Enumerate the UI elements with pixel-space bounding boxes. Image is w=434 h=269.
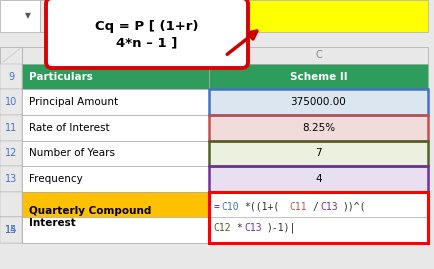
Bar — [0, 217, 22, 242]
Text: C12: C12 — [213, 223, 231, 233]
Bar — [22, 90, 208, 115]
Text: 10: 10 — [5, 97, 17, 107]
Bar — [0, 64, 22, 90]
Bar — [0, 140, 22, 166]
Bar — [0, 47, 22, 64]
Bar — [208, 90, 427, 115]
Bar — [40, 0, 60, 32]
Text: =: = — [213, 202, 219, 212]
Bar — [208, 115, 427, 140]
Text: 4*n – 1 ]: 4*n – 1 ] — [116, 37, 177, 49]
Text: ))^(: ))^( — [342, 202, 365, 212]
Text: Cq = P [ (1+r): Cq = P [ (1+r) — [95, 20, 198, 34]
Bar — [208, 64, 427, 90]
Text: Particulars: Particulars — [29, 72, 93, 82]
Text: 8.25%: 8.25% — [301, 123, 334, 133]
Bar — [22, 166, 208, 192]
Bar — [0, 166, 22, 192]
Text: Principal Amount: Principal Amount — [29, 97, 118, 107]
Text: C10: C10 — [221, 202, 238, 212]
Text: *((1+(: *((1+( — [243, 202, 279, 212]
Bar — [22, 64, 208, 90]
Text: C: C — [314, 50, 321, 60]
Bar — [208, 90, 427, 115]
Bar — [208, 166, 427, 192]
Bar — [0, 115, 22, 140]
Bar — [22, 140, 208, 166]
Text: C13: C13 — [319, 202, 337, 212]
Bar — [0, 192, 22, 217]
Text: 13: 13 — [5, 174, 17, 184]
Bar — [208, 47, 427, 64]
Bar — [22, 192, 208, 242]
Text: 11: 11 — [5, 123, 17, 133]
Text: 9: 9 — [8, 72, 14, 82]
Bar — [208, 140, 427, 166]
Bar — [22, 217, 208, 242]
Text: 12: 12 — [5, 148, 17, 158]
Bar — [208, 192, 427, 242]
Bar — [208, 140, 427, 166]
Bar — [0, 0, 40, 32]
Text: A: A — [112, 50, 118, 60]
Text: Frequency: Frequency — [29, 174, 82, 184]
Text: fx: fx — [45, 11, 54, 21]
Text: 375000.00: 375000.00 — [290, 97, 345, 107]
Text: Number of Years: Number of Years — [29, 148, 115, 158]
Text: Rate of Interest: Rate of Interest — [29, 123, 109, 133]
Text: Quarterly Compound
Interest: Quarterly Compound Interest — [29, 206, 151, 228]
Bar — [208, 115, 427, 140]
Bar — [22, 47, 208, 64]
Text: 4: 4 — [314, 174, 321, 184]
Text: ▼: ▼ — [25, 12, 31, 20]
Text: C11: C11 — [289, 202, 306, 212]
Bar — [22, 115, 208, 140]
Text: 15: 15 — [5, 225, 17, 235]
Bar — [208, 217, 427, 242]
Text: C13)-1): C13)-1) — [66, 20, 106, 30]
Text: =C10*((1+(C11/C13))^(C12*: =C10*((1+(C11/C13))^(C12* — [66, 7, 220, 17]
Bar — [60, 0, 427, 32]
FancyBboxPatch shape — [46, 0, 247, 68]
Bar — [208, 166, 427, 192]
Bar — [208, 192, 427, 242]
Bar — [0, 90, 22, 115]
Text: C13: C13 — [243, 223, 261, 233]
Text: )-1)|: )-1)| — [266, 223, 296, 233]
Text: 7: 7 — [314, 148, 321, 158]
Text: /: / — [312, 202, 317, 212]
Text: *: * — [236, 223, 242, 233]
Bar — [0, 217, 22, 242]
Text: Scheme II: Scheme II — [289, 72, 346, 82]
Text: 14: 14 — [5, 225, 17, 235]
